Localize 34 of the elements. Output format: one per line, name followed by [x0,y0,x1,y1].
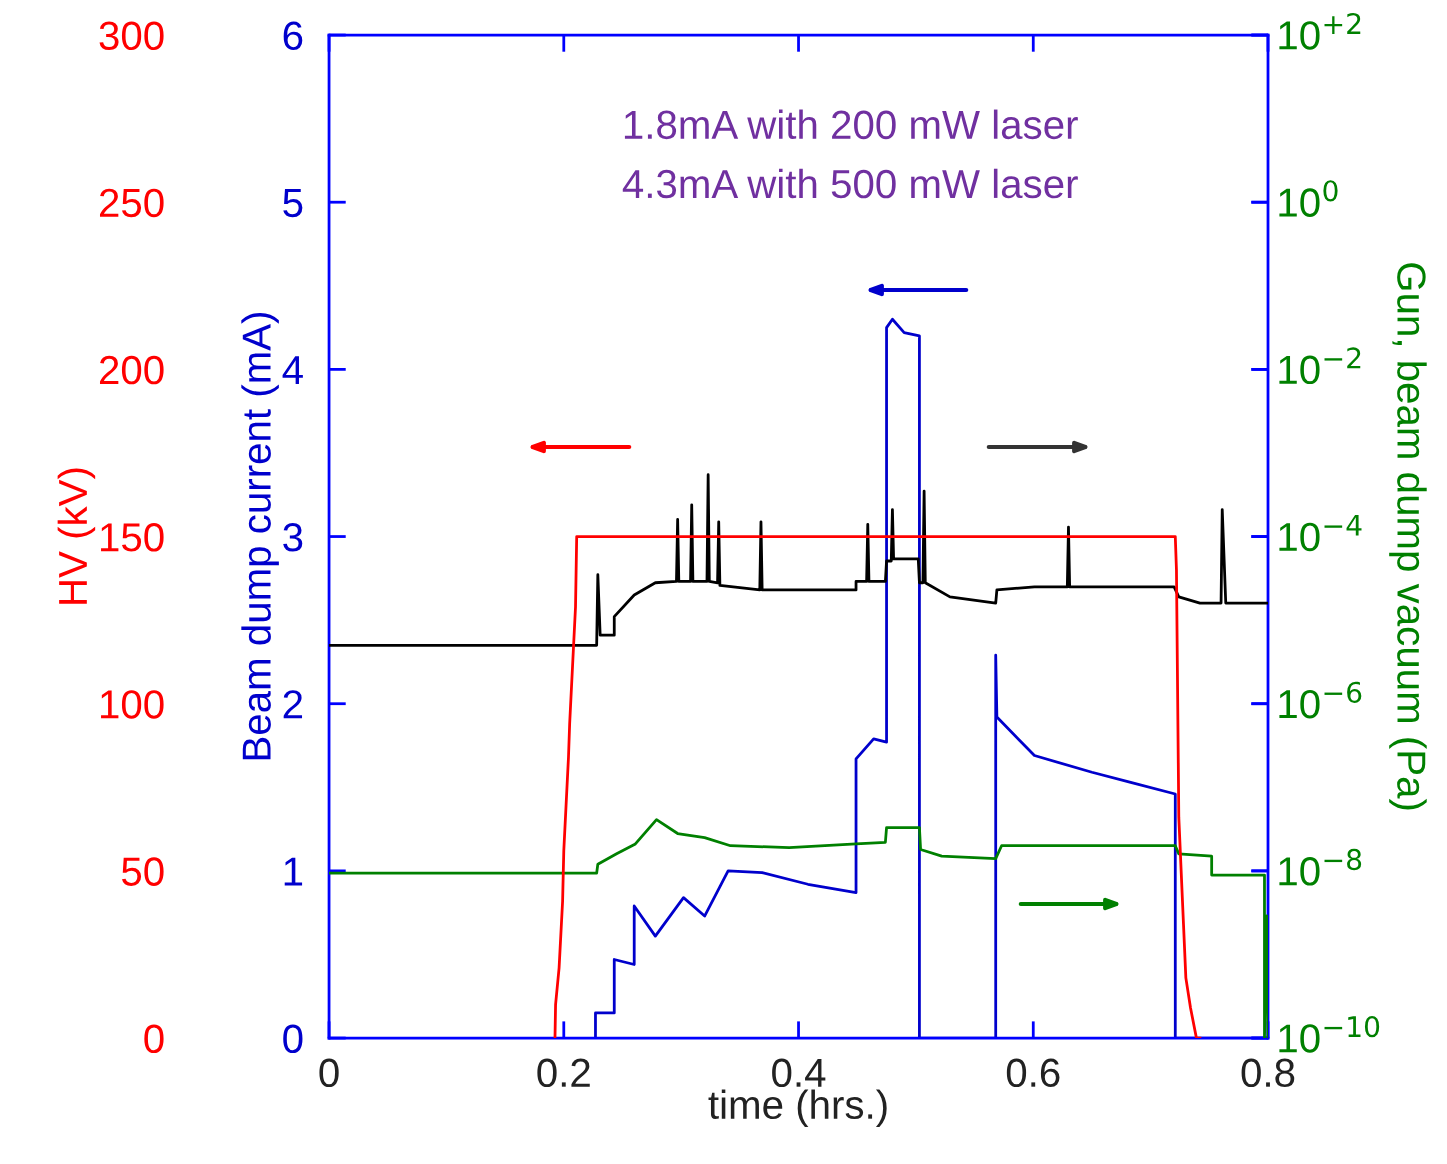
y-tick-label: 1 [284,857,303,886]
annotation: 1.8mA with 200 mW laser [624,109,1078,140]
x-tick-label: 0 [319,1058,339,1088]
y-tick-label: 6 [283,21,303,51]
y2-tick-label: 10$^{+2}$ [1279,12,1361,50]
x-tick-label: 0.8 [1241,1058,1295,1088]
line-series [329,473,1269,647]
y2-tick-label: 10$^{0}$ [1279,180,1338,217]
y2-tick-label: 10$^{−8}$ [1279,848,1362,886]
y3-axis-title: HV (kV) [57,468,96,604]
y2-tick-label: 10$^{−10}$ [1279,1016,1380,1053]
y-axis-title: Beam dump current (mA) [241,312,279,760]
annotation: 4.3mA with 500 mW laser [622,168,1078,199]
y2-tick-label: 10$^{−4}$ [1279,514,1362,552]
x-tick-label: 0.2 [537,1058,590,1088]
y-tick-label: 5 [283,189,303,218]
y3-tick-label: 100 [101,690,164,719]
y3-tick-label: 250 [99,188,164,218]
y-tick-label: 0 [283,1024,303,1054]
y2-tick-label: 10$^{−2}$ [1279,347,1361,385]
y3-tick-label: 0 [144,1024,164,1054]
y2-axis-title: Gun, beam dump vacuum (Pa) [1389,263,1427,810]
y-tick-label: 4 [282,356,303,384]
y-tick-label: 2 [283,690,303,719]
line-series [553,535,1202,1039]
y3-tick-label: 150 [101,523,164,552]
y3-tick-label: 50 [121,857,164,886]
y-tick-label: 3 [283,523,303,552]
x-tick-label: 0.6 [1006,1058,1060,1088]
y3-tick-label: 300 [99,21,164,51]
y3-tick-label: 200 [99,355,164,385]
x-axis-title: time (hrs.) [708,1089,887,1128]
x-tick-label: 0.4 [772,1058,826,1088]
y2-tick-label: 10$^{−6}$ [1279,681,1362,719]
